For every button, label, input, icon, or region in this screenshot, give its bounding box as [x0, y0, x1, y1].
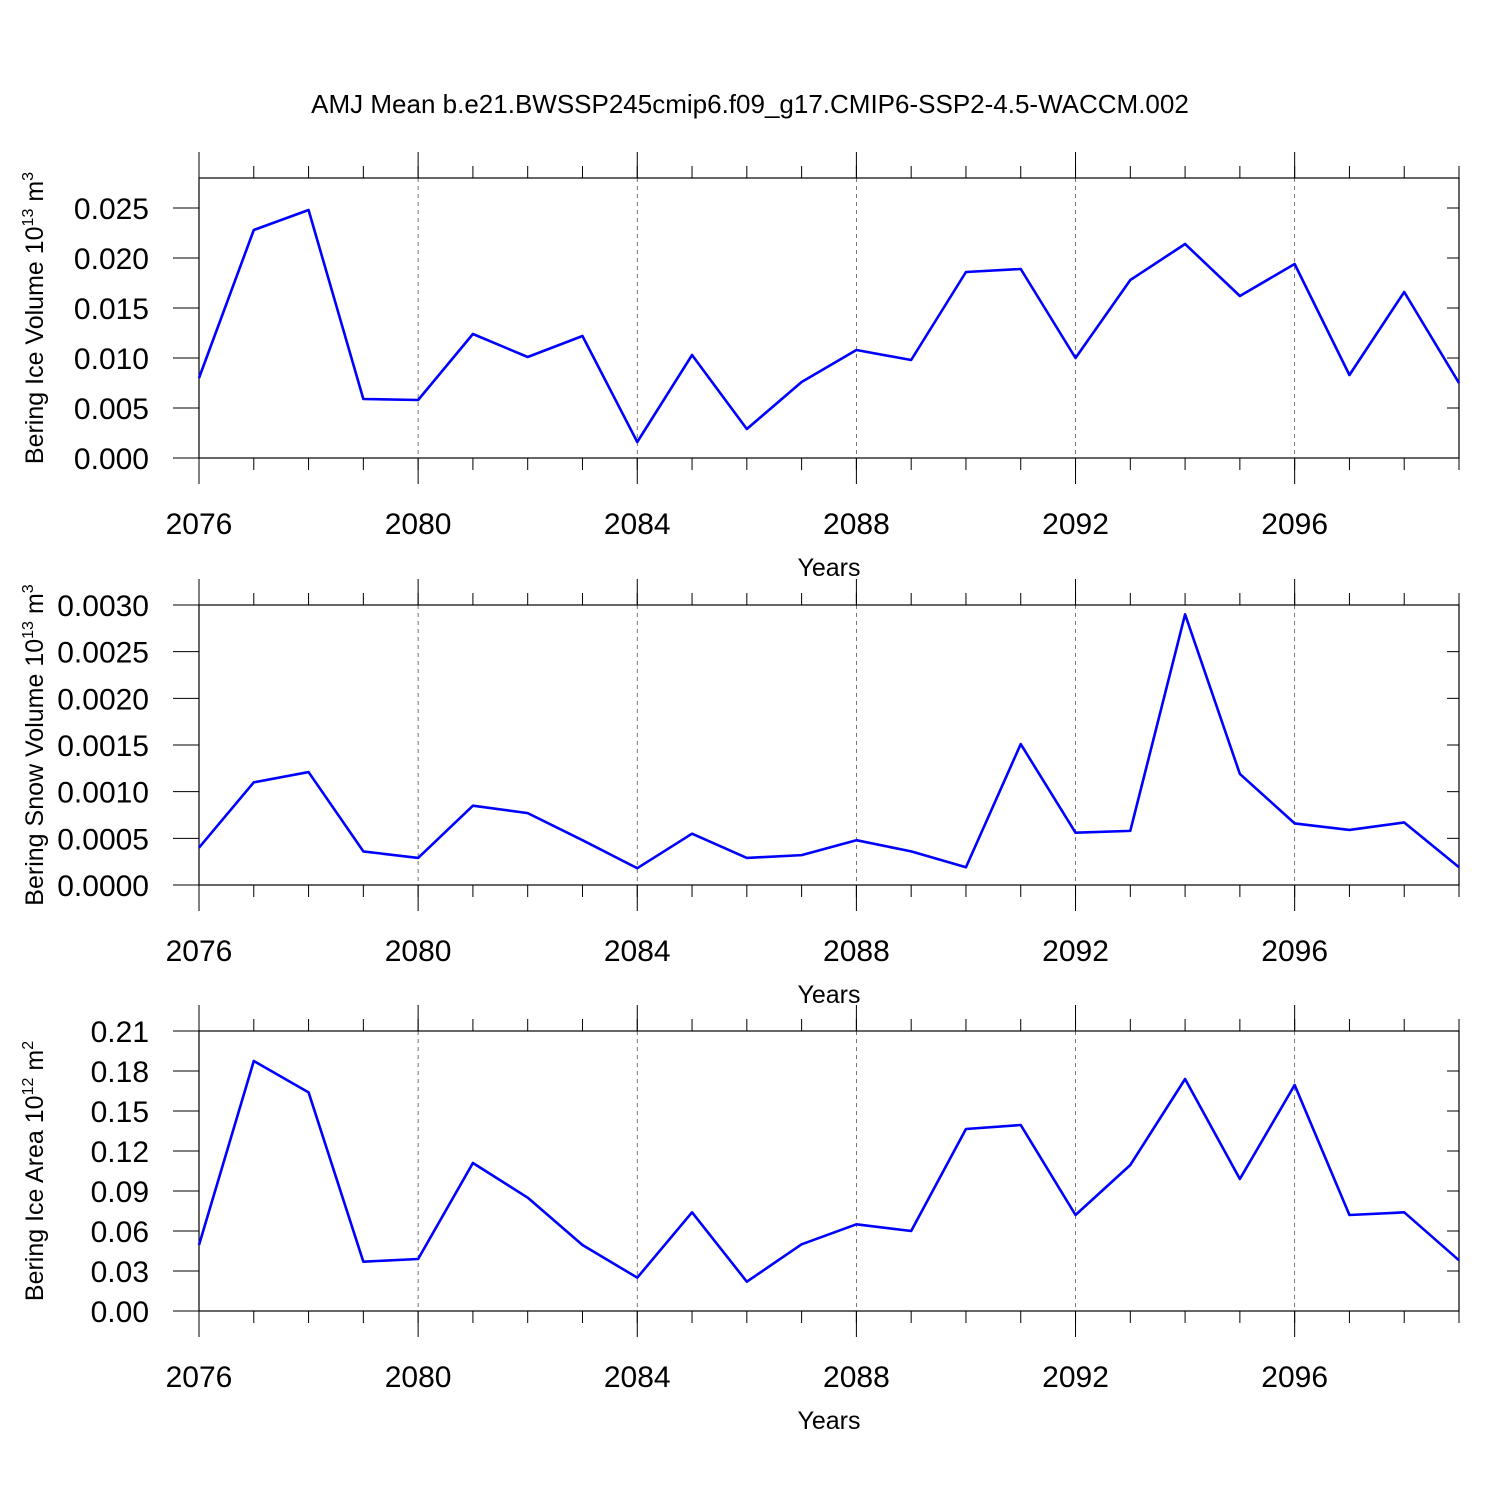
x-tick-label: 2080	[385, 1361, 452, 1394]
x-tick-label: 2096	[1261, 935, 1328, 968]
y-axis-label-unit-exp: 2	[20, 1041, 37, 1050]
panel: 2076 2080 2084 2088 2092 2096 0.0000 0.0005 0.00…	[20, 579, 1460, 1009]
x-tick-label: 2080	[385, 935, 452, 968]
y-tick-label: 0.03	[91, 1256, 149, 1289]
x-tick-label: 2084	[604, 935, 671, 968]
x-axis-label: Years	[797, 554, 860, 582]
x-tick-label: 2088	[823, 1361, 890, 1394]
y-tick-label: 0.0025	[57, 637, 149, 670]
x-tick-label: 2096	[1261, 1361, 1328, 1394]
y-tick-label: 0.0010	[57, 777, 149, 810]
y-tick-label: 0.020	[74, 243, 149, 276]
plot-frame	[198, 1030, 1460, 1312]
y-tick-label: 0.00	[91, 1296, 149, 1329]
y-axis-label: Bering Ice Volume 1013 m3	[20, 172, 49, 464]
y-tick-label: 0.0005	[57, 823, 149, 856]
y-axis-label-text: Bering Ice Volume 10	[21, 226, 49, 464]
y-tick-label: 0.09	[91, 1176, 149, 1209]
y-tick-label: 0.000	[74, 443, 149, 476]
x-tick-label: 2092	[1042, 1361, 1109, 1394]
data-line	[197, 1059, 1460, 1283]
y-tick-label: 0.06	[91, 1216, 149, 1249]
y-axis-label-exp: 12	[20, 1078, 37, 1096]
plot-frame	[198, 177, 1460, 459]
x-axis-label: Years	[797, 1407, 860, 1435]
y-tick-label: 0.0015	[57, 730, 149, 763]
x-tick-label: 2084	[604, 1361, 671, 1394]
y-axis-label-unit: m	[21, 1050, 49, 1071]
y-axis-label-unit: m	[21, 181, 49, 202]
x-tick-label: 2076	[166, 1361, 233, 1394]
x-tick-label: 2088	[823, 508, 890, 541]
panel: 2076 2080 2084 2088 2092 2096 0.000 0.005 0.010 0…	[20, 152, 1460, 582]
data-line	[197, 208, 1461, 444]
y-tick-label: 0.025	[74, 193, 149, 226]
x-tick-label: 2076	[166, 508, 233, 541]
panel: 2076 2080 2084 2088 2092 2096 0.00 0.03 0.06 0.09…	[20, 1005, 1460, 1435]
y-axis-label: Bering Ice Area 1012 m2	[20, 1041, 49, 1301]
y-tick-label: 0.21	[91, 1016, 149, 1049]
plot-frame	[198, 604, 1460, 886]
x-tick-label: 2080	[385, 508, 452, 541]
y-tick-label: 0.0030	[57, 590, 149, 623]
x-tick-label: 2092	[1042, 935, 1109, 968]
x-tick-label: 2084	[604, 508, 671, 541]
y-axis-label-exp: 13	[20, 209, 37, 227]
x-tick-label: 2092	[1042, 508, 1109, 541]
y-axis-label: Bering Snow Volume 1013 m3	[20, 584, 49, 905]
y-tick-label: 0.18	[91, 1056, 149, 1089]
y-tick-label: 0.010	[74, 343, 149, 376]
x-tick-label: 2076	[166, 935, 233, 968]
y-tick-label: 0.0020	[57, 683, 149, 716]
y-tick-label: 0.015	[74, 293, 149, 326]
y-axis-label-exp: 13	[20, 621, 37, 639]
y-axis-label-unit-exp: 3	[20, 584, 37, 593]
data-line	[198, 613, 1460, 870]
y-tick-label: 0.15	[91, 1096, 149, 1129]
x-tick-label: 2096	[1261, 508, 1328, 541]
y-tick-label: 0.005	[74, 393, 149, 426]
figure-title: AMJ Mean b.e21.BWSSP245cmip6.f09_g17.CMI…	[311, 89, 1189, 119]
x-axis-label: Years	[797, 981, 860, 1009]
y-tick-label: 0.0000	[57, 870, 149, 903]
y-tick-label: 0.12	[91, 1136, 149, 1169]
y-axis-label-text: Bering Snow Volume 10	[21, 639, 49, 906]
x-tick-label: 2088	[823, 935, 890, 968]
y-axis-label-unit-exp: 3	[20, 172, 37, 181]
y-axis-label-unit: m	[21, 593, 49, 614]
y-axis-label-text: Bering Ice Area 10	[21, 1095, 49, 1301]
